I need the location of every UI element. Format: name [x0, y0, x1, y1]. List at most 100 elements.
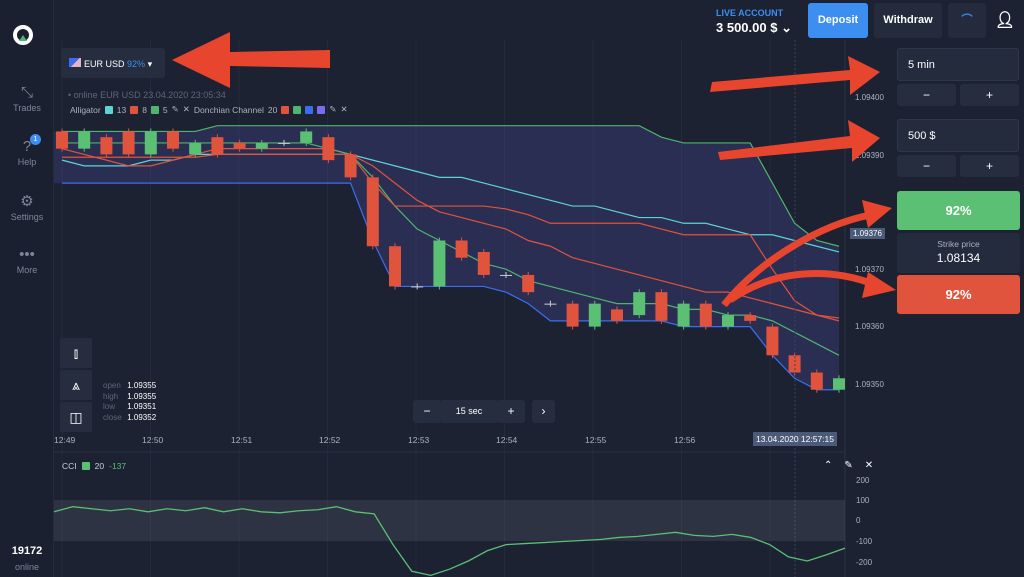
color-swatch[interactable]: [305, 105, 314, 114]
sidebar-item-settings[interactable]: ⚙ Settings: [0, 192, 54, 222]
candle: [588, 303, 601, 327]
timeframe-plus-button[interactable]: +: [497, 400, 525, 423]
candle: [544, 303, 557, 305]
sidebar: ⤡ Trades ? 1 Help ⚙ Settings ••• More 19172 on…: [0, 0, 54, 577]
balance: 3 500.00 $: [716, 20, 778, 35]
cci-line: [53, 506, 846, 577]
sidebar-item-more[interactable]: ••• More: [0, 246, 54, 275]
close-icon[interactable]: ✕: [182, 104, 190, 114]
sidebar-item-help[interactable]: ? 1 Help: [0, 134, 54, 167]
asset-selector[interactable]: EUR USD 92% ▾: [61, 48, 165, 78]
compass-icon: ⩓: [72, 377, 80, 393]
edit-icon[interactable]: ✎: [844, 460, 853, 471]
candle: [500, 274, 512, 276]
time-input[interactable]: 5 min: [897, 48, 1019, 81]
color-swatch[interactable]: [317, 105, 326, 114]
time-minus-button[interactable]: −: [897, 84, 956, 106]
level-button[interactable]: ⌒: [948, 3, 986, 38]
candle: [833, 378, 845, 390]
sidebar-item-trades[interactable]: ⤡ Trades: [0, 84, 54, 113]
chevron-up-icon[interactable]: ⌃: [824, 460, 833, 471]
chart-type-button[interactable]: ⫾: [60, 338, 92, 368]
cci-band: [54, 500, 845, 541]
account-selector[interactable]: LIVE ACCOUNT 3 500.00 $ ⌄: [716, 8, 792, 35]
candle: [300, 131, 313, 143]
candle: [411, 286, 424, 288]
candle: [167, 131, 179, 149]
arrows-icon: ⤡: [20, 84, 33, 101]
cci-tick: -100: [856, 537, 873, 546]
call-button[interactable]: 92%: [897, 191, 1020, 230]
withdraw-button[interactable]: Withdraw: [874, 3, 942, 38]
candle: [322, 137, 335, 161]
edit-icon[interactable]: ✎: [171, 104, 179, 114]
candle: [78, 131, 91, 149]
amount-input[interactable]: 500 $: [897, 119, 1019, 152]
put-button[interactable]: 92%: [897, 275, 1020, 314]
candle: [766, 326, 779, 356]
cci-tick: -200: [856, 558, 873, 567]
time-tick: 12:50: [142, 435, 164, 445]
current-price-label: 1.09376: [850, 228, 885, 239]
candle: [278, 142, 290, 144]
user-icon[interactable]: 👤︎: [994, 12, 1016, 29]
asset-status: • online EUR USD 23.04.2020 23:05:34: [68, 90, 226, 100]
donchian-mid-line: [62, 153, 840, 319]
candle: [677, 303, 690, 327]
color-swatch[interactable]: [104, 105, 113, 114]
candle: [810, 372, 823, 390]
color-swatch[interactable]: [281, 105, 290, 114]
deposit-button[interactable]: Deposit: [808, 3, 868, 38]
gear-icon: ⚙: [20, 193, 34, 210]
candle: [633, 292, 646, 316]
time-tick: 12:53: [408, 435, 430, 445]
donchian-upper-line: [62, 125, 840, 247]
color-swatch[interactable]: [81, 462, 90, 470]
price-tick: 1.09370: [855, 265, 884, 274]
logo[interactable]: [13, 25, 33, 45]
time-tick: 12:56: [674, 435, 696, 445]
cci-legend: CCI 20 -137: [62, 461, 127, 471]
candle: [56, 131, 68, 149]
next-button[interactable]: ›: [532, 400, 555, 423]
candle: [366, 177, 379, 247]
candle: [433, 240, 446, 287]
color-swatch[interactable]: [150, 105, 159, 114]
ohlc-readout: open 1.09355 high 1.09355 low 1.09351 cl…: [103, 381, 157, 422]
candle: [566, 303, 579, 327]
help-badge: 1: [30, 134, 41, 145]
close-icon[interactable]: ✕: [340, 104, 348, 114]
time-tick: 12:52: [319, 435, 341, 445]
layout-button[interactable]: ◫: [60, 402, 92, 432]
close-icon[interactable]: ✕: [864, 460, 874, 471]
candle: [255, 142, 268, 149]
time-tick: 12:54: [496, 435, 518, 445]
dots-icon: •••: [19, 246, 35, 263]
drawing-tools-button[interactable]: ⩓: [60, 370, 92, 400]
split-view-icon: ◫: [69, 409, 83, 425]
candle: [744, 315, 757, 321]
cursor-time-label: 13.04.2020 12:57:15: [753, 432, 837, 446]
cci-tick: 100: [856, 496, 870, 505]
online-count: 19172 online: [11, 545, 43, 572]
candle: [611, 309, 623, 321]
edit-icon[interactable]: ✎: [329, 104, 337, 114]
color-swatch[interactable]: [130, 105, 139, 114]
question-icon: ?: [22, 138, 32, 155]
price-tick: 1.09390: [855, 151, 884, 160]
time-tick: 12:55: [585, 435, 607, 445]
candle: [100, 137, 113, 155]
timeframe-minus-button[interactable]: −: [413, 400, 441, 423]
alligator-teeth-line: [61, 148, 840, 322]
caret-down-icon: ▾: [147, 59, 153, 69]
candle: [477, 251, 490, 275]
candles-icon: ⫾: [73, 345, 79, 361]
candle: [788, 355, 801, 373]
amount-minus-button[interactable]: −: [897, 155, 956, 177]
price-tick: 1.09360: [855, 322, 884, 331]
candle: [389, 246, 401, 287]
color-swatch[interactable]: [293, 105, 302, 114]
amount-plus-button[interactable]: +: [960, 155, 1019, 177]
time-plus-button[interactable]: +: [960, 84, 1019, 106]
